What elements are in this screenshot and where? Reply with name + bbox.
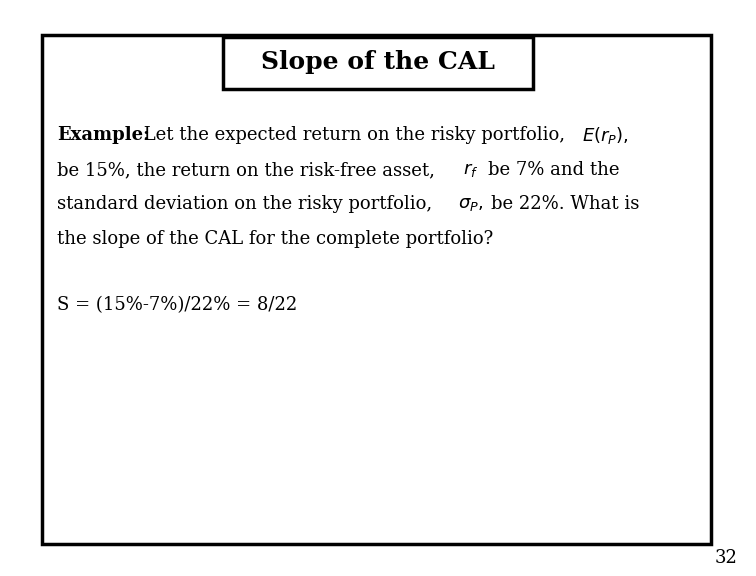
Text: Slope of the CAL: Slope of the CAL: [261, 50, 495, 74]
FancyBboxPatch shape: [42, 35, 711, 544]
Text: $r_f$: $r_f$: [463, 161, 478, 179]
Text: $E(r_P),$: $E(r_P),$: [582, 125, 629, 146]
Text: be 15%, the return on the risk-free asset,: be 15%, the return on the risk-free asse…: [57, 161, 435, 179]
Text: standard deviation on the risky portfolio,: standard deviation on the risky portfoli…: [57, 195, 432, 214]
Text: be 22%. What is: be 22%. What is: [491, 195, 640, 214]
Text: Example:: Example:: [57, 126, 150, 145]
Text: the slope of the CAL for the complete portfolio?: the slope of the CAL for the complete po…: [57, 230, 493, 248]
FancyBboxPatch shape: [223, 37, 533, 89]
Text: Let the expected return on the risky portfolio,: Let the expected return on the risky por…: [138, 126, 570, 145]
Text: 32: 32: [714, 550, 737, 567]
Text: S = (15%-7%)/22% = 8/22: S = (15%-7%)/22% = 8/22: [57, 296, 297, 314]
Text: $\sigma_P,$: $\sigma_P,$: [458, 195, 484, 214]
Text: be 7% and the: be 7% and the: [488, 161, 620, 179]
